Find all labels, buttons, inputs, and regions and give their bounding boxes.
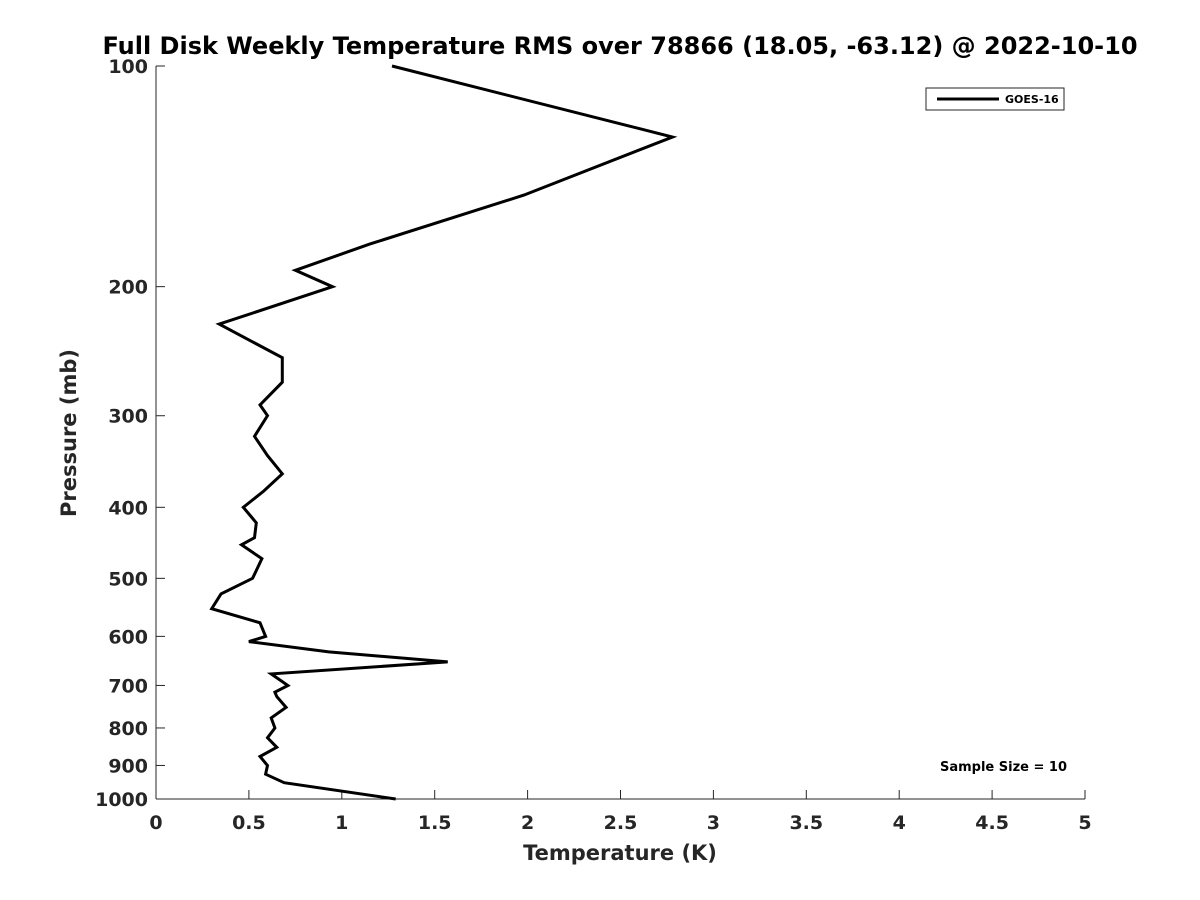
series-layer (209, 64, 678, 801)
y-tick-label: 200 (108, 277, 148, 299)
x-tick-label: 3.5 (789, 812, 823, 834)
y-tick-label: 900 (108, 755, 148, 777)
x-tick-label: 0.5 (232, 812, 266, 834)
y-tick-label: 1000 (95, 789, 148, 811)
x-tick-label: 5 (1078, 812, 1091, 834)
x-tick-label: 1.5 (418, 812, 452, 834)
y-tick-label: 500 (108, 568, 148, 590)
x-tick-label: 2 (521, 812, 534, 834)
y-tick-label: 800 (108, 718, 148, 740)
x-axis-label: Temperature (K) (523, 841, 717, 865)
sample-size-annotation: Sample Size = 10 (940, 760, 1067, 775)
y-axis-ticks: 100 200 300 400 500 600 700 800 900 1000 (95, 56, 165, 811)
legend: GOES-16 (925, 87, 1065, 111)
x-tick-label: 4.5 (975, 812, 1009, 834)
y-tick-label: 300 (108, 406, 148, 428)
y-axis-label: Pressure (mb) (57, 349, 81, 517)
x-tick-label: 4 (893, 812, 906, 834)
y-tick-label: 100 (108, 56, 148, 78)
y-tick-label: 400 (108, 497, 148, 519)
x-tick-label: 1 (335, 812, 348, 834)
chart-title: Full Disk Weekly Temperature RMS over 78… (102, 32, 1137, 60)
series-line-goes-16 (209, 64, 678, 801)
x-tick-label: 2.5 (604, 812, 638, 834)
x-tick-label: 3 (707, 812, 720, 834)
legend-entry-goes-16: GOES-16 (1005, 93, 1059, 106)
x-axis-ticks: 0 0.5 1 1.5 2 2.5 3 3.5 4 4.5 5 (149, 790, 1092, 834)
y-tick-label: 700 (108, 675, 148, 697)
x-tick-label: 0 (149, 812, 162, 834)
y-tick-label: 600 (108, 626, 148, 648)
